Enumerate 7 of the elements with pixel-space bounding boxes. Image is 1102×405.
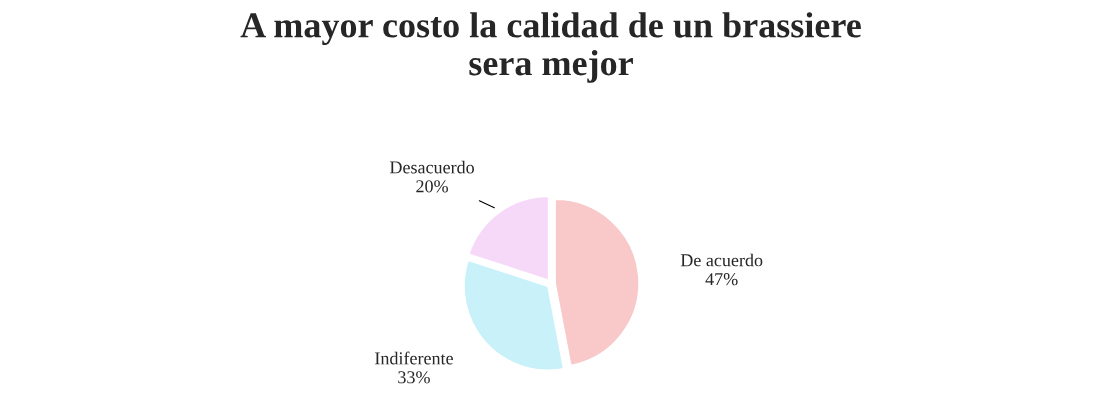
data-label: 20%: [416, 180, 448, 193]
data-label: 47%: [705, 273, 738, 286]
slice-label: Desacuerdo: [389, 160, 474, 174]
slice-label: De acuerdo: [680, 253, 763, 267]
slice-label: Indiferente: [375, 351, 453, 365]
chart-title: A mayor costo la calidad de un brassiere sera mejor: [240, 12, 861, 83]
data-label: 33%: [398, 371, 430, 384]
